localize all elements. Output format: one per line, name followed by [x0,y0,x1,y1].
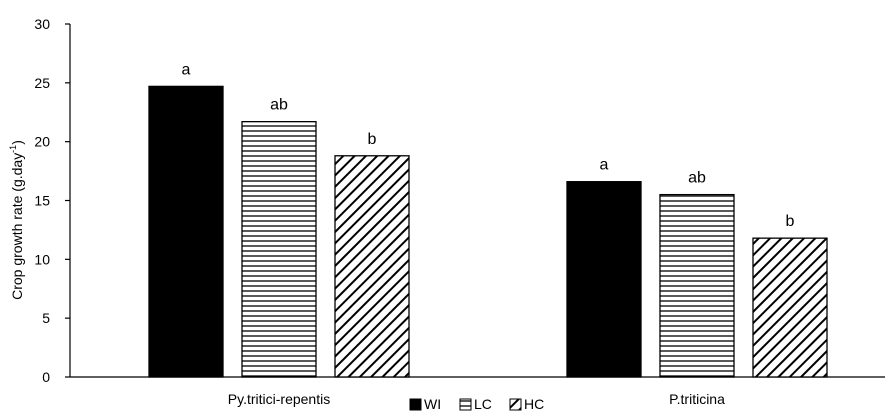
data-label: ab [688,170,706,187]
legend-label-hc: HC [524,396,544,412]
data-label: a [600,157,609,174]
bar-lc-1 [659,193,735,378]
bar-hc-1 [752,237,828,378]
y-axis-title: Crop growth rate (g.day-1) [8,140,25,300]
data-label: b [368,131,377,148]
y-tick-labels: 0 5 10 15 20 25 30 [34,16,50,385]
bar-lc-0 [241,121,317,378]
data-label: a [182,61,191,78]
legend-label-lc: LC [474,396,492,412]
bar-wi-1 [566,181,642,378]
y-tick-label: 25 [34,75,50,91]
y-tick-label: 15 [34,193,50,209]
y-tick-label: 30 [34,16,50,32]
x-tick-labels: Py.tritici-repentis P.triticina [228,391,725,407]
bar-hc-0 [334,155,410,378]
bars [148,85,828,378]
y-tick-label: 0 [42,369,50,385]
y-tick-label: 20 [34,134,50,150]
bar-wi-0 [148,85,224,378]
data-label: ab [270,97,288,114]
legend: WI LC HC [409,396,544,412]
legend-label-wi: WI [424,396,441,412]
y-tick-label: 5 [42,310,50,326]
y-tick-label: 10 [34,251,50,267]
legend-swatch-lc [459,398,472,411]
legend-swatch-hc [509,398,522,411]
x-tick-label: Py.tritici-repentis [228,391,330,407]
data-label: b [786,213,795,230]
data-labels: a ab b a ab b [182,61,795,230]
x-tick-label: P.triticina [669,391,725,407]
legend-swatch-wi [409,398,422,411]
